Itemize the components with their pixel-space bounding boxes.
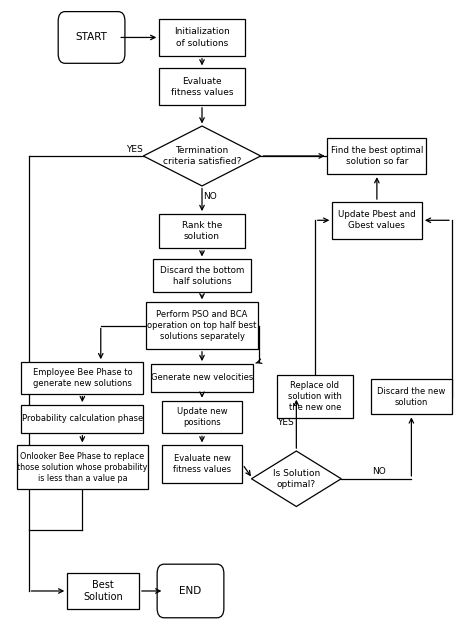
Polygon shape [252,451,341,506]
Text: Discard the bottom
half solutions: Discard the bottom half solutions [160,266,244,286]
Text: Best
Solution: Best Solution [83,580,123,602]
Text: Employee Bee Phase to
generate new solutions: Employee Bee Phase to generate new solut… [33,368,132,388]
Text: START: START [76,32,108,43]
Text: Discard the new
solution: Discard the new solution [377,387,446,407]
Text: Termination
criteria satisfied?: Termination criteria satisfied? [163,146,241,166]
Text: Update new
positions: Update new positions [177,407,228,427]
Text: Evaluate
fitness values: Evaluate fitness values [171,76,233,97]
FancyBboxPatch shape [277,375,353,418]
Text: NO: NO [372,467,386,476]
FancyBboxPatch shape [67,572,139,609]
Text: Rank the
solution: Rank the solution [182,221,222,241]
FancyBboxPatch shape [157,564,224,618]
Text: Find the best optimal
solution so far: Find the best optimal solution so far [331,146,423,166]
FancyBboxPatch shape [21,405,143,432]
FancyBboxPatch shape [371,380,452,414]
Text: YES: YES [277,417,294,427]
FancyBboxPatch shape [159,19,245,56]
Text: YES: YES [126,144,143,153]
FancyBboxPatch shape [21,362,143,394]
FancyBboxPatch shape [159,214,245,248]
Text: END: END [179,586,201,596]
FancyBboxPatch shape [162,401,242,433]
Text: Generate new velocities: Generate new velocities [151,373,253,382]
Polygon shape [143,126,261,186]
Text: Initialization
of solutions: Initialization of solutions [174,27,230,48]
FancyBboxPatch shape [58,11,125,64]
Text: Update Pbest and
Gbest values: Update Pbest and Gbest values [338,211,416,230]
Text: Probability calculation phase: Probability calculation phase [22,415,143,424]
FancyBboxPatch shape [146,302,258,349]
Text: Replace old
solution with
the new one: Replace old solution with the new one [288,381,342,412]
FancyBboxPatch shape [328,137,426,174]
FancyBboxPatch shape [159,68,245,105]
FancyBboxPatch shape [151,364,253,392]
Text: Is Solution
optimal?: Is Solution optimal? [273,469,320,489]
Text: Onlooker Bee Phase to replace
those solution whose probability
is less than a va: Onlooker Bee Phase to replace those solu… [17,452,147,483]
FancyBboxPatch shape [17,445,148,490]
FancyBboxPatch shape [332,202,422,238]
FancyBboxPatch shape [153,259,252,292]
Text: NO: NO [203,193,217,202]
Text: Perform PSO and BCA
operation on top half best
solutions separately: Perform PSO and BCA operation on top hal… [147,310,257,341]
FancyBboxPatch shape [162,445,242,483]
Text: Evaluate new
fitness values: Evaluate new fitness values [173,454,231,474]
